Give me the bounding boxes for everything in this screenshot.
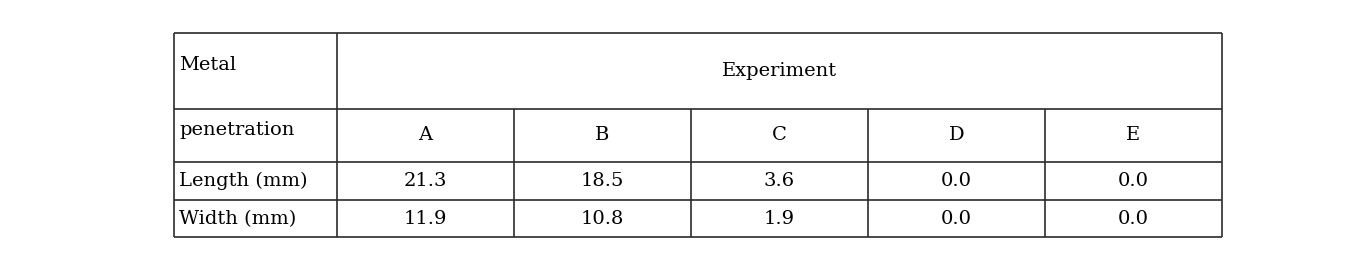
Text: 3.6: 3.6 [764,172,794,190]
Text: Experiment: Experiment [722,62,836,80]
Text: 1.9: 1.9 [764,210,794,228]
Text: Width (mm): Width (mm) [180,210,296,228]
Text: 0.0: 0.0 [941,172,972,190]
Text: E: E [1126,126,1141,144]
Text: B: B [596,126,609,144]
Text: A: A [418,126,432,144]
Text: D: D [948,126,964,144]
Text: 21.3: 21.3 [404,172,447,190]
Text: Metal: Metal [180,56,237,74]
Text: 0.0: 0.0 [941,210,972,228]
Text: 10.8: 10.8 [581,210,624,228]
Text: C: C [772,126,786,144]
Text: penetration: penetration [180,121,295,139]
Text: 0.0: 0.0 [1118,210,1149,228]
Text: 11.9: 11.9 [404,210,447,228]
Text: Length (mm): Length (mm) [180,172,307,190]
Text: 0.0: 0.0 [1118,172,1149,190]
Text: 18.5: 18.5 [581,172,624,190]
